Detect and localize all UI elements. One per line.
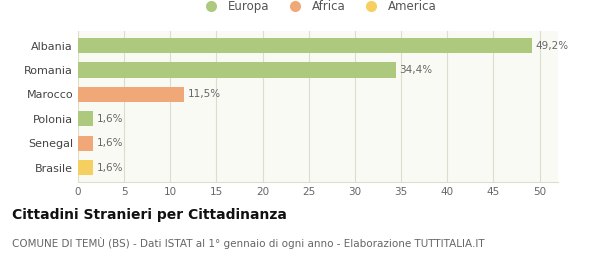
Text: 1,6%: 1,6% (97, 138, 123, 148)
Bar (78, 160, 93, 175)
Text: 34,4%: 34,4% (399, 65, 433, 75)
Bar (78, 111, 93, 126)
Text: 1,6%: 1,6% (97, 162, 123, 173)
Bar (78, 87, 184, 102)
Bar (78, 38, 532, 53)
Text: COMUNE DI TEMÙ (BS) - Dati ISTAT al 1° gennaio di ogni anno - Elaborazione TUTTI: COMUNE DI TEMÙ (BS) - Dati ISTAT al 1° g… (12, 237, 485, 249)
Text: Cittadini Stranieri per Cittadinanza: Cittadini Stranieri per Cittadinanza (12, 208, 287, 222)
Bar (78, 136, 93, 151)
Legend: Europa, Africa, America: Europa, Africa, America (194, 0, 442, 18)
Text: 49,2%: 49,2% (536, 41, 569, 51)
Text: 11,5%: 11,5% (188, 89, 221, 99)
Bar (78, 62, 395, 77)
Text: 1,6%: 1,6% (97, 114, 123, 124)
